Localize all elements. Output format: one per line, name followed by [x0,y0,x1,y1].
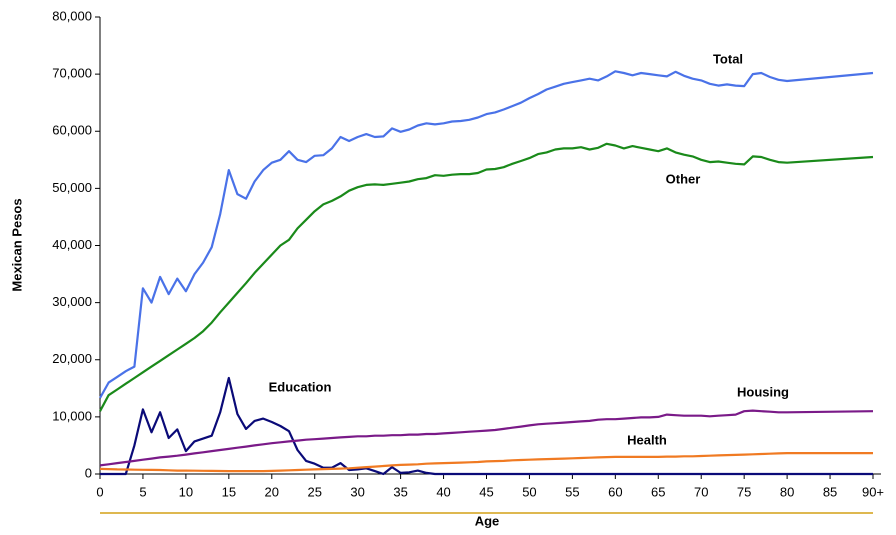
x-tick-label: 65 [651,484,665,499]
x-axis-label: Age [475,513,500,528]
x-tick-label: 85 [823,484,837,499]
x-tick-label: 30 [350,484,364,499]
series-line [99,452,873,473]
series-label: Education [269,379,332,394]
x-tick-label: 25 [307,484,321,499]
series-line [99,70,874,399]
x-tick-label: 90+ [862,484,884,499]
y-tick-label: 0 [85,465,92,480]
x-tick-label: 55 [565,484,579,499]
y-tick-label: 60,000 [52,123,92,138]
x-tick-label: 70 [694,484,708,499]
series-label: Total [713,51,743,66]
y-tick-label: 80,000 [52,8,92,23]
x-tick-label: 50 [522,484,536,499]
x-tick-label: 5 [139,484,146,499]
series-line [100,376,873,476]
y-tick-label: 50,000 [52,180,92,195]
x-tick-label: 10 [179,484,193,499]
y-tick-label: 20,000 [52,351,92,366]
series-line [99,409,874,467]
series-label: Other [666,171,701,186]
series-label: Housing [737,384,789,399]
x-tick-label: 40 [436,484,450,499]
x-tick-label: 75 [737,484,751,499]
x-tick-label: 0 [96,484,103,499]
series-label: Health [627,432,667,447]
y-tick-label: 10,000 [52,408,92,423]
y-tick-label: 70,000 [52,66,92,81]
y-tick-label: 40,000 [52,237,92,252]
x-tick-label: 60 [608,484,622,499]
x-tick-label: 20 [265,484,279,499]
y-tick-label: 30,000 [52,294,92,309]
x-tick-label: 35 [393,484,407,499]
x-tick-label: 15 [222,484,236,499]
y-axis-label: Mexican Pesos [9,198,24,291]
series-line [99,142,874,412]
x-tick-label: 45 [479,484,493,499]
x-tick-label: 80 [780,484,794,499]
